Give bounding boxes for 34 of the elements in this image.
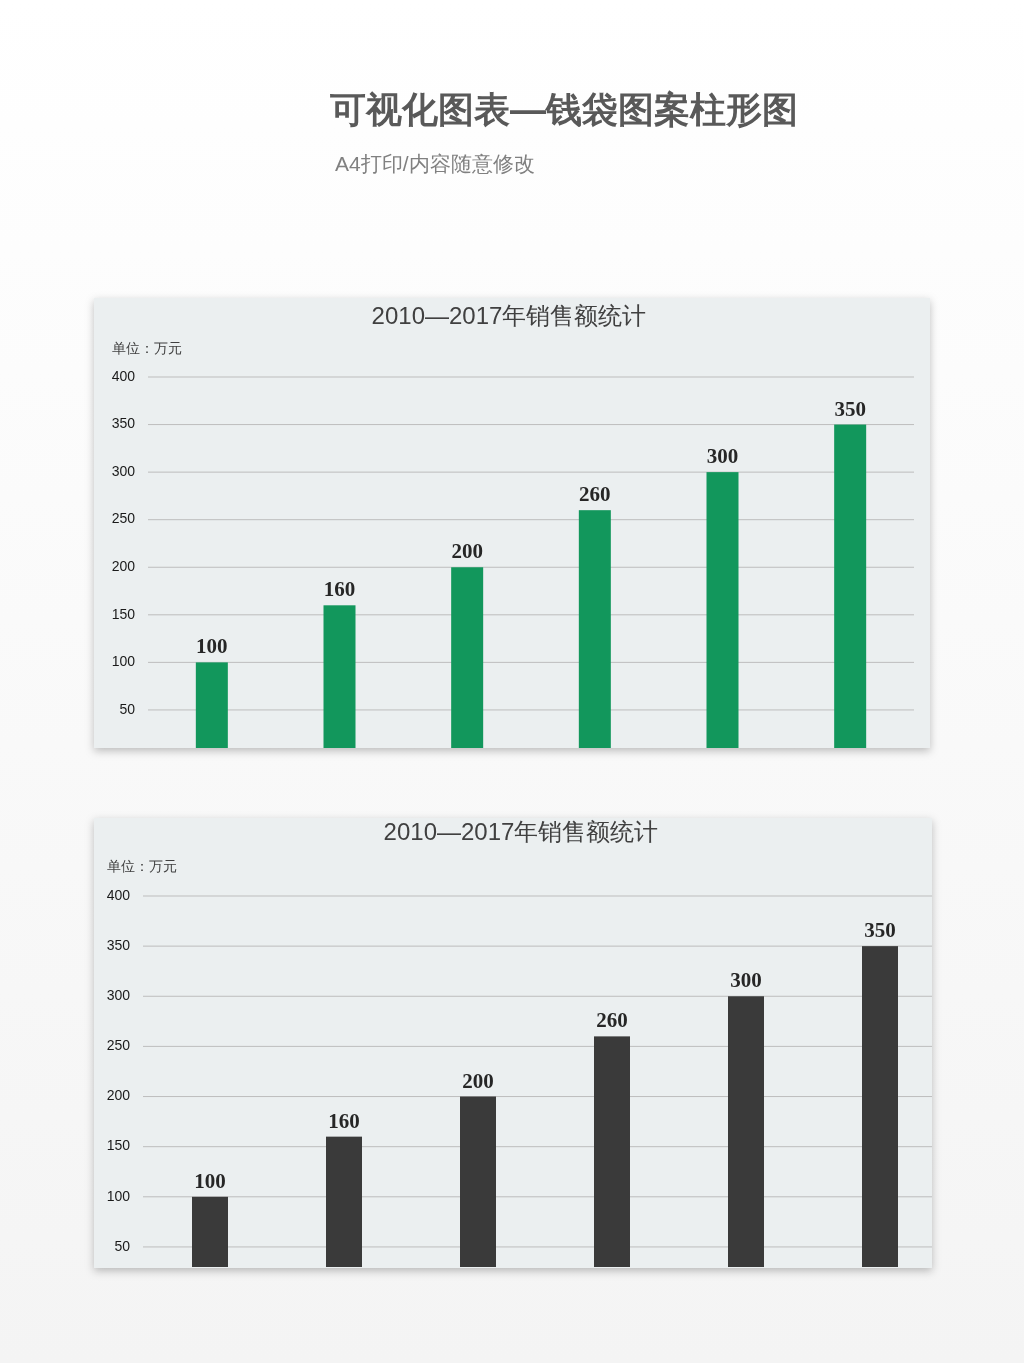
y-tick-label: 350 (106, 936, 131, 953)
y-axis-title: 单位：万元 (112, 340, 182, 356)
data-label: 200 (451, 539, 483, 564)
text: A4打印/内容随意修改 (335, 152, 535, 175)
y-tick-label: 250 (106, 1037, 131, 1054)
y-tick-label: 300 (106, 986, 131, 1003)
y-tick-label: 150 (106, 1137, 131, 1154)
y-tick-label: 100 (106, 1187, 131, 1204)
data-label: 260 (596, 1008, 628, 1033)
chart-title: 2010—2017年销售额统计 (383, 818, 659, 845)
data-label: 160 (323, 577, 356, 602)
data-label: 350 (834, 396, 866, 421)
data-label: 100 (194, 1168, 226, 1193)
y-tick-label: 200 (111, 557, 136, 574)
data-label: 350 (864, 918, 896, 943)
y-tick-label: 400 (111, 367, 136, 384)
y-tick-label: 250 (111, 510, 136, 527)
chart-title: 2010—2017年销售额统计 (371, 302, 647, 329)
data-label: 100 (196, 634, 228, 659)
data-label: 300 (730, 968, 762, 993)
y-tick-label: 300 (111, 462, 136, 479)
y-tick-label: 400 (106, 886, 131, 903)
y-tick-label: 150 (111, 605, 136, 622)
data-label: 300 (706, 444, 739, 469)
y-tick-label: 50 (114, 1237, 131, 1254)
text: 可视化图表—钱袋图案柱形图 (330, 89, 798, 130)
y-tick-label: 50 (119, 700, 136, 717)
y-axis-title: 单位：万元 (107, 858, 177, 874)
y-tick-label: 200 (106, 1087, 131, 1104)
data-label: 200 (462, 1068, 494, 1093)
data-label: 260 (579, 482, 611, 507)
y-tick-label: 100 (111, 653, 136, 670)
y-tick-label: 350 (111, 415, 136, 432)
data-label: 160 (328, 1108, 360, 1133)
